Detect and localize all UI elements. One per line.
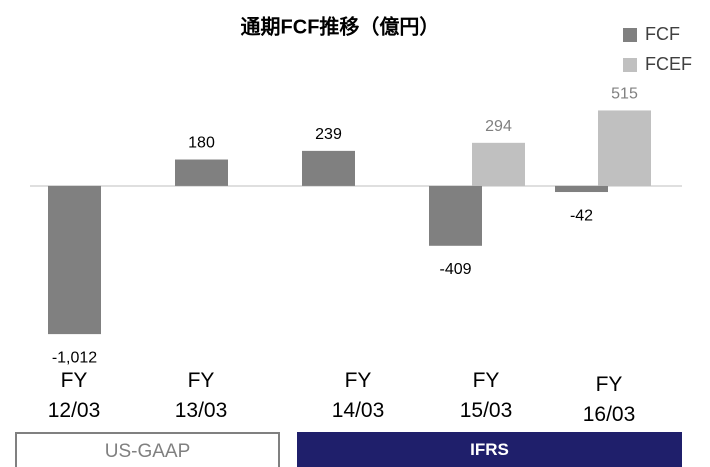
bar [598,110,651,186]
legend-swatch [623,28,637,42]
bar [555,185,608,193]
chart-title: 通期FCF推移（億円） [241,14,440,38]
data-label: 239 [315,126,342,143]
data-label: 294 [485,118,512,135]
legend-swatch [623,58,637,72]
bar [429,185,482,246]
legend-label: FCF [645,24,680,44]
bar [472,142,525,186]
x-tick-label: FY 16/03 [582,373,636,426]
legend-label: FCEF [645,54,692,74]
group-us-gaap: US-GAAP [15,432,280,467]
data-label: 180 [188,135,215,152]
bar [302,150,355,186]
bar [175,159,228,186]
bar [48,185,101,335]
data-label: -409 [439,261,471,278]
data-label: 515 [611,86,638,103]
group-ifrs: IFRS [297,432,682,467]
data-label: -1,012 [52,349,97,366]
x-tick-label: FY 14/03 [331,369,385,422]
x-tick-label: FY 12/03 [47,369,101,422]
data-label: -42 [570,207,593,224]
x-tick-label: FY 15/03 [459,369,513,422]
x-tick-label: FY 13/03 [174,369,228,422]
